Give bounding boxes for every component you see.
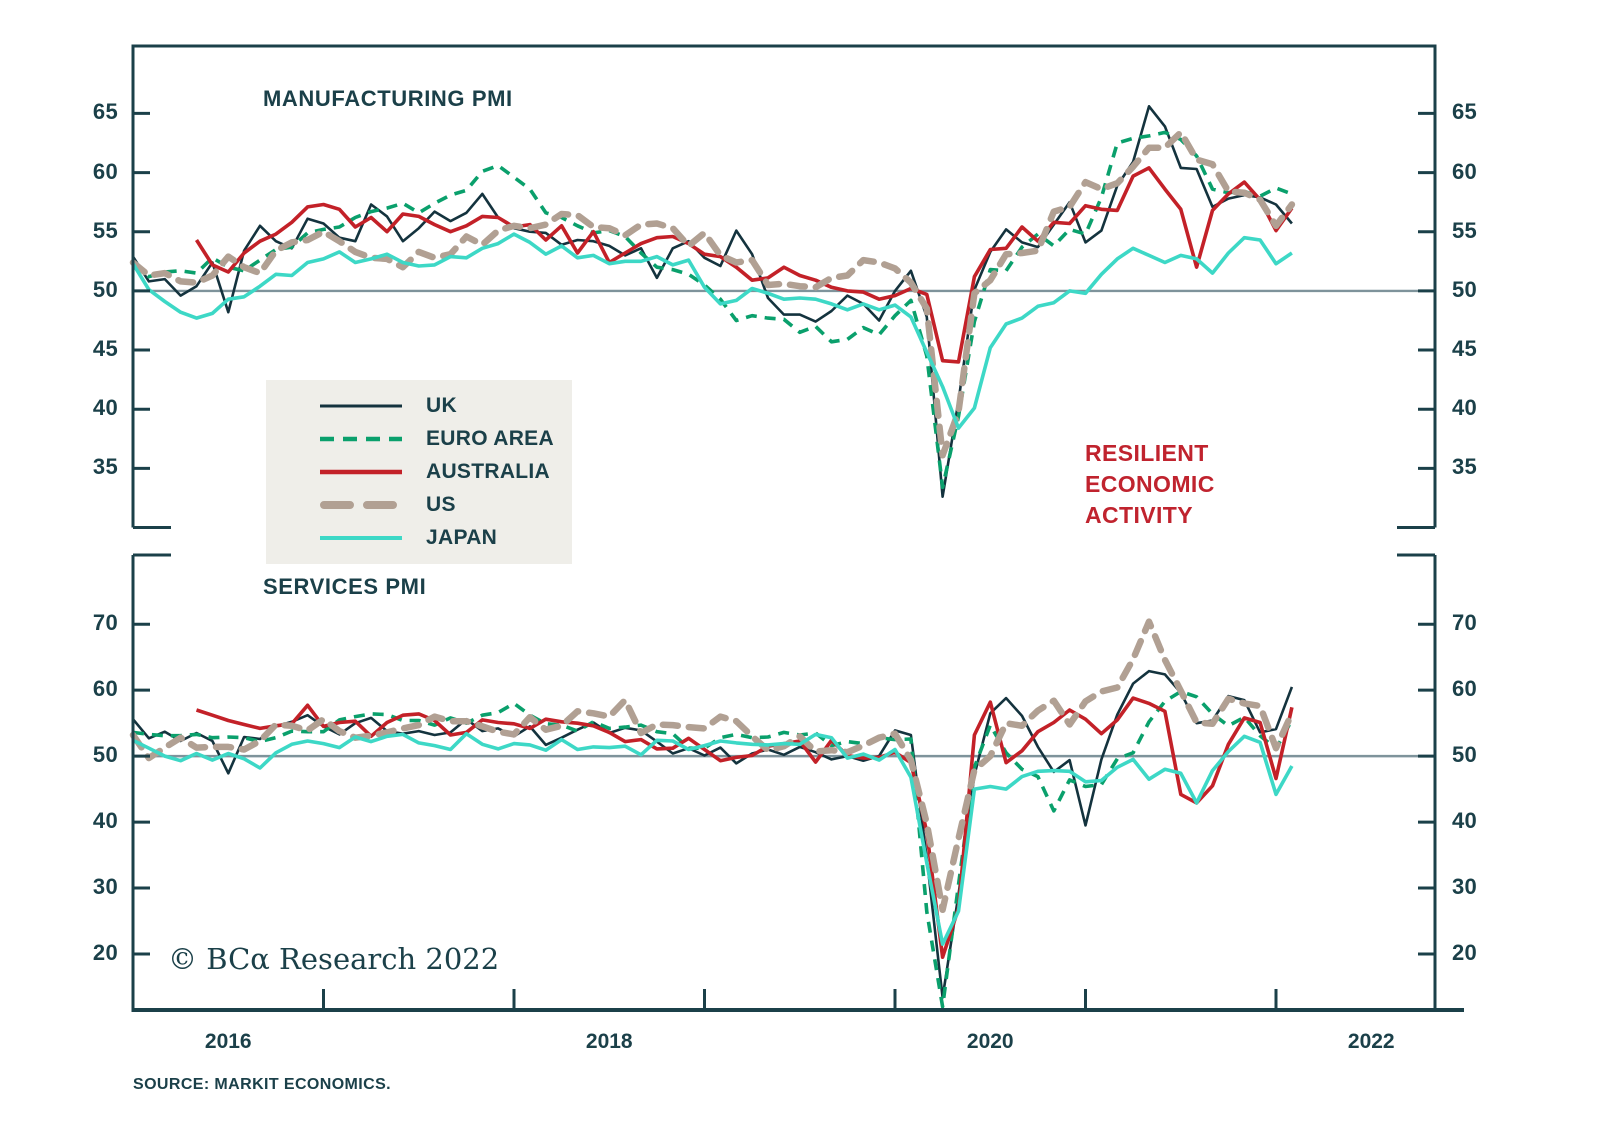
- y-tick-label-left: 40: [92, 808, 118, 834]
- y-tick-label-left: 65: [92, 99, 118, 125]
- y-tick-label-left: 55: [92, 217, 118, 243]
- legend-swatch-uk: [320, 404, 402, 408]
- legend-label: US: [426, 493, 456, 516]
- legend-label: EURO AREA: [426, 427, 554, 450]
- y-tick-label-left: 45: [92, 336, 118, 362]
- y-tick-label-right: 70: [1452, 610, 1478, 636]
- y-tick-label-left: 40: [92, 395, 118, 421]
- services-panel-title: SERVICES PMI: [263, 574, 427, 599]
- x-year-label-2020: 2020: [966, 1030, 1014, 1053]
- legend-item-euro-area: EURO AREA: [266, 426, 572, 452]
- series-line-us: [129, 618, 1296, 914]
- legend-label: AUSTRALIA: [426, 460, 551, 483]
- series-line-uk: [131, 105, 1293, 498]
- copyright-text: © BCα Research 2022: [168, 942, 500, 976]
- y-tick-label-right: 20: [1452, 939, 1478, 965]
- legend-item-japan: JAPAN: [266, 525, 572, 551]
- manufacturing-panel-title: MANUFACTURING PMI: [263, 86, 513, 111]
- legend-label: UK: [426, 394, 457, 417]
- y-tick-label-right: 50: [1452, 276, 1478, 302]
- y-tick-label-right: 65: [1452, 99, 1478, 125]
- y-tick-label-left: 50: [92, 742, 118, 768]
- legend-swatch-japan: [320, 536, 402, 540]
- series-line-japan: [132, 731, 1294, 946]
- legend-label: JAPAN: [426, 526, 498, 549]
- legend-swatch-australia: [320, 469, 402, 475]
- legend-item-us: US: [266, 492, 572, 518]
- series-line-us: [129, 129, 1296, 459]
- y-tick-label-right: 50: [1452, 742, 1478, 768]
- legend-swatch-euro-area: [320, 436, 402, 442]
- y-tick-label-right: 45: [1452, 336, 1478, 362]
- y-tick-label-left: 60: [92, 158, 118, 184]
- y-tick-label-left: 20: [92, 939, 118, 965]
- annotation-line-2: ECONOMIC: [1085, 471, 1215, 497]
- y-tick-label-right: 40: [1452, 808, 1478, 834]
- y-tick-label-right: 60: [1452, 158, 1478, 184]
- y-tick-label-right: 30: [1452, 874, 1478, 899]
- source-text: SOURCE: MARKIT ECONOMICS.: [133, 1076, 391, 1093]
- legend-item-uk: UK: [266, 393, 572, 419]
- series-line-australia: [194, 166, 1294, 364]
- y-tick-label-left: 30: [92, 874, 118, 899]
- legend-box: UK EURO AREA AUSTRALIA US JAPAN: [266, 380, 572, 564]
- x-year-label-2022: 2022: [1347, 1030, 1395, 1053]
- y-tick-label-right: 60: [1452, 676, 1478, 702]
- annotation-resilient-economic-activity: RESILIENT ECONOMIC ACTIVITY: [1085, 438, 1215, 531]
- y-tick-label-right: 35: [1452, 454, 1478, 480]
- annotation-line-3: ACTIVITY: [1085, 502, 1193, 528]
- series-line-euro-area: [131, 130, 1293, 490]
- y-tick-label-left: 60: [92, 676, 118, 702]
- legend-swatch-us: [320, 501, 402, 509]
- x-year-label-2016: 2016: [204, 1030, 252, 1053]
- y-tick-label-right: 40: [1452, 395, 1478, 421]
- legend-item-australia: AUSTRALIA: [266, 459, 572, 485]
- series-line-japan: [131, 232, 1293, 430]
- y-tick-label-left: 70: [92, 610, 118, 636]
- y-tick-label-left: 50: [92, 276, 118, 302]
- annotation-line-1: RESILIENT: [1085, 440, 1209, 466]
- y-tick-label-left: 35: [92, 454, 118, 480]
- series-line-australia: [195, 696, 1294, 959]
- x-year-label-2018: 2018: [585, 1030, 633, 1053]
- y-tick-label-right: 55: [1452, 217, 1478, 243]
